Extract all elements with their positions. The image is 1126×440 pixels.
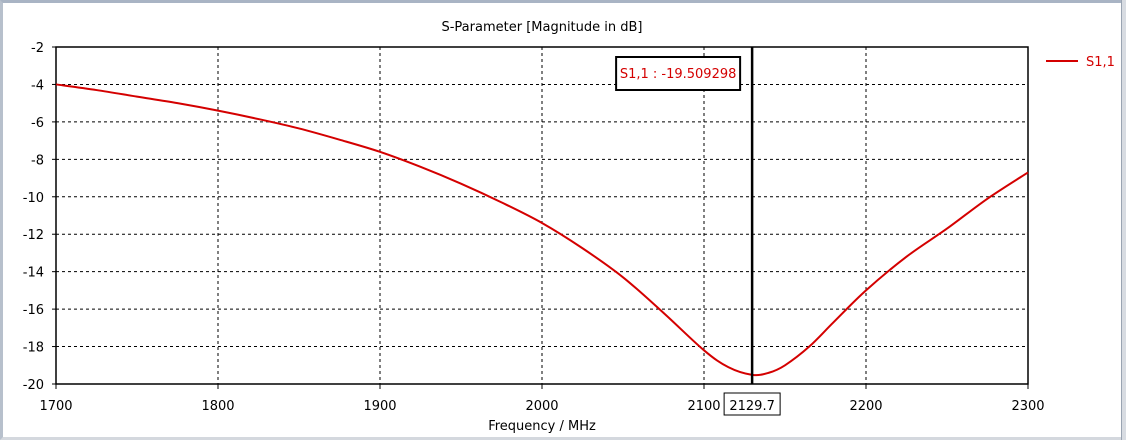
- y-tick-label: -2: [31, 41, 44, 56]
- marker-x-label: 2129.7: [729, 399, 775, 414]
- x-axis-label: Frequency / MHz: [488, 419, 596, 434]
- x-axis: 1700 1800 1900 2000 2100 2200 2300: [39, 384, 1045, 414]
- y-tick-label: -20: [23, 378, 44, 393]
- legend-label-s11: S1,1: [1086, 55, 1115, 70]
- series-line-s11: [55, 83, 1029, 377]
- y-tick-label: -8: [31, 153, 44, 168]
- x-tick-label: 1900: [363, 399, 396, 414]
- y-axis: -2 -4 -6 -8 -10 -12 -14 -16 -18 -20: [23, 41, 56, 393]
- legend[interactable]: S1,1: [1046, 55, 1115, 70]
- y-tick-label: -4: [31, 78, 44, 93]
- y-tick-label: -6: [31, 116, 44, 131]
- x-tick-label: 1700: [39, 399, 72, 414]
- window-scrollbar-edge: [1121, 0, 1126, 440]
- x-tick-label: 2000: [525, 399, 558, 414]
- y-tick-label: -14: [23, 266, 44, 281]
- marker-readout: S1,1 : -19.509298: [620, 67, 737, 82]
- x-tick-label: 1800: [201, 399, 234, 414]
- marker-x-label-box: 2129.7: [723, 392, 781, 416]
- grid-lines: [56, 47, 1028, 384]
- y-tick-label: -18: [23, 341, 44, 356]
- y-tick-label: -16: [23, 303, 44, 318]
- x-tick-label: 2300: [1011, 399, 1044, 414]
- x-tick-label: 2200: [849, 399, 882, 414]
- marker-readout-box: S1,1 : -19.509298: [615, 56, 742, 91]
- y-tick-label: -10: [23, 191, 44, 206]
- x-tick-label: 2100: [687, 399, 720, 414]
- chart-title: S-Parameter [Magnitude in dB]: [441, 20, 642, 35]
- y-tick-label: -12: [23, 228, 44, 243]
